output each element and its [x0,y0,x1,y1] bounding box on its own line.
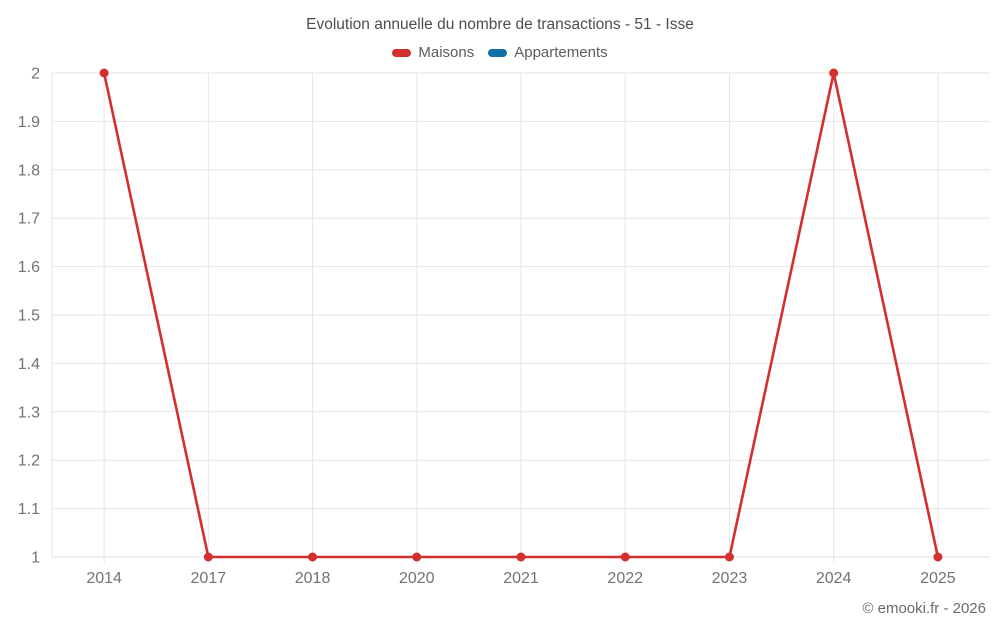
y-axis-tick-label: 1.7 [18,211,40,228]
data-point[interactable] [203,552,213,562]
x-axis-tick-label: 2017 [191,570,227,587]
appartements-series-swatch-icon [488,48,508,57]
chart-title: Evolution annuelle du nombre de transact… [306,16,694,33]
y-axis-tick-label: 1.5 [18,308,40,325]
legend-item-appartements[interactable]: Appartements [488,44,608,61]
data-point[interactable] [412,552,422,562]
y-axis-tick-label: 1 [31,550,40,567]
y-axis-tick-label: 1.3 [18,404,40,421]
maisons-series-swatch-icon [392,48,412,57]
data-point[interactable] [724,552,734,562]
y-axis-tick-label: 1.9 [18,114,40,131]
x-axis-tick-label: 2021 [503,570,539,587]
data-point[interactable] [99,68,109,78]
x-axis-tick-label: 2025 [920,570,956,587]
data-point[interactable] [308,552,318,562]
data-point[interactable] [933,552,943,562]
legend-label-appartements: Appartements [514,44,608,61]
y-axis-tick-label: 1.8 [18,162,40,179]
legend-item-maisons[interactable]: Maisons [392,44,474,61]
copyright: © emooki.fr - 2026 [862,600,986,617]
legend-label-maisons: Maisons [418,44,475,61]
x-axis-tick-label: 2018 [295,570,331,587]
x-axis-tick-label: 2024 [816,570,852,587]
data-point[interactable] [516,552,526,562]
x-axis-tick-label: 2022 [607,570,643,587]
x-axis-tick-label: 2023 [712,570,748,587]
y-axis-tick-label: 2 [31,66,40,83]
y-axis-tick-label: 1.1 [18,501,40,518]
y-axis-tick-label: 1.4 [18,356,40,373]
legend: Maisons Appartements [0,44,1000,61]
data-point[interactable] [620,552,630,562]
y-axis-tick-label: 1.6 [18,259,40,276]
y-axis-tick-label: 1.2 [18,453,40,470]
data-point[interactable] [829,68,839,78]
x-axis-tick-label: 2020 [399,570,435,587]
x-axis-tick-label: 2014 [86,570,122,587]
